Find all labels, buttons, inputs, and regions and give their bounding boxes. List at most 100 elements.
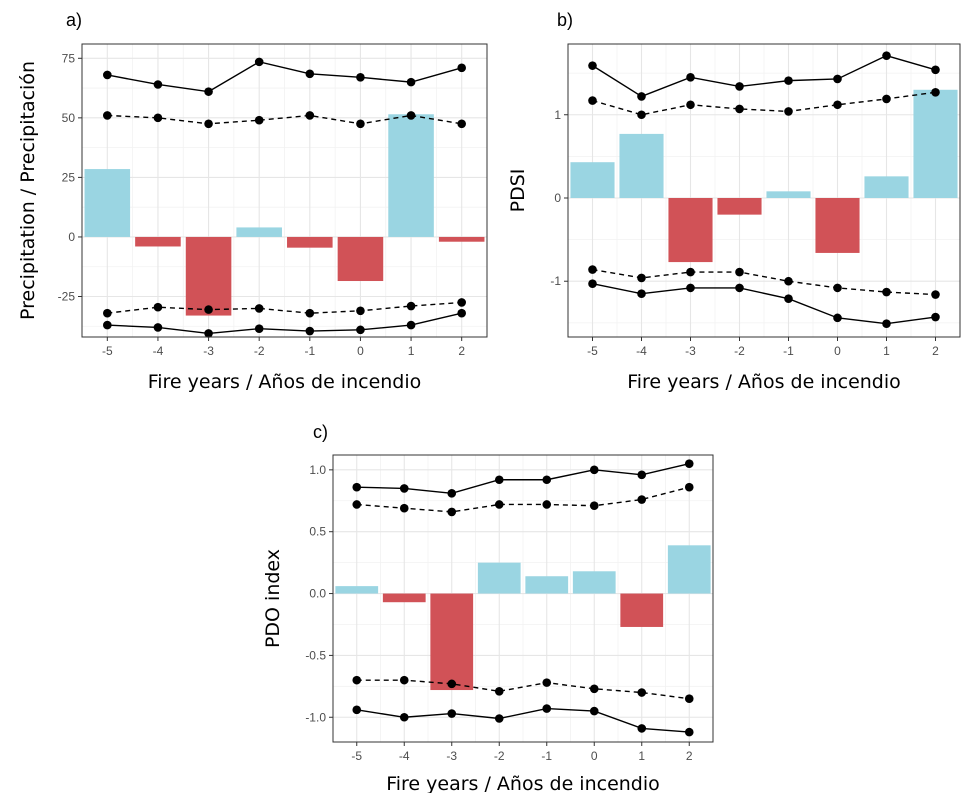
ci-point [457, 298, 466, 307]
panel-tag: b) [557, 10, 573, 30]
ci-point [637, 110, 646, 120]
x-tick-label: -5 [587, 344, 598, 358]
ci-point [686, 100, 695, 110]
ci-line-1-dashed [592, 91, 936, 116]
ci-line-0-solid [592, 54, 936, 98]
ci-point [204, 87, 213, 96]
ci-point [684, 459, 694, 468]
ci-point [542, 500, 552, 509]
ci-point [305, 111, 315, 120]
ci-point [153, 323, 163, 332]
ci-point [305, 308, 315, 318]
ci-line-3-solid [356, 707, 690, 733]
ci-point [494, 686, 504, 696]
bar--2 [717, 197, 762, 215]
ci-point [684, 482, 694, 492]
ci-point [457, 308, 466, 318]
ci-point [305, 326, 315, 336]
ci-point [153, 302, 163, 312]
ci-point [686, 72, 695, 82]
panel-border [332, 454, 714, 743]
ci-point [588, 265, 597, 274]
bar-2 [438, 236, 485, 242]
ci-point [931, 312, 940, 322]
ci-point [684, 694, 694, 704]
ci-point [637, 289, 646, 299]
ci-point [153, 113, 163, 123]
ci-point [684, 727, 694, 737]
x-tick-label: -5 [102, 344, 113, 358]
ci-point [882, 319, 891, 328]
y-tick-label: 0 [554, 191, 561, 205]
x-tick-label: 2 [458, 344, 465, 358]
x-tick-label: -3 [446, 749, 457, 763]
ci-line-2-dashed [592, 268, 936, 296]
bar-2 [667, 545, 711, 594]
ci-point [542, 704, 552, 713]
y-tick-label: 25 [62, 170, 76, 184]
bar--3 [430, 593, 474, 691]
ci-point [103, 320, 112, 330]
bar--1 [766, 191, 811, 198]
bar--3 [668, 197, 713, 263]
ci-point [103, 308, 112, 318]
x-tick-label: -4 [399, 749, 410, 763]
ci-point [589, 706, 599, 716]
y-axis-title: PDO index [262, 549, 284, 648]
ci-point [356, 306, 365, 316]
ci-point [784, 276, 793, 286]
bar--1 [287, 236, 333, 248]
ci-point [637, 688, 647, 697]
ci-point [637, 495, 647, 504]
bar--2 [477, 562, 521, 594]
ci-point [589, 501, 599, 511]
ci-point [356, 119, 365, 129]
x-tick-label: -1 [541, 749, 552, 763]
panel-a: -25 0 25 50 75 -5 -4 -3 -2 -1 0 1 2 Fire years / Años… [17, 10, 488, 393]
ci-point [882, 287, 891, 297]
x-tick-label: -2 [254, 344, 265, 358]
ci-point [305, 69, 315, 79]
ci-point [494, 714, 504, 723]
ci-point [352, 705, 362, 715]
x-tick-label: -3 [685, 344, 696, 358]
ci-point [494, 475, 504, 485]
x-tick-label: -1 [304, 344, 315, 358]
y-tick-label: 50 [62, 111, 76, 125]
ci-point [542, 475, 552, 485]
ci-point [447, 709, 457, 718]
ci-point [447, 507, 457, 517]
x-tick-label: 2 [686, 749, 693, 763]
ci-point [254, 324, 264, 333]
y-tick-label: 1 [554, 108, 561, 122]
ci-line-3-solid [107, 312, 462, 335]
ci-point [399, 712, 409, 722]
ci-point [204, 305, 213, 314]
ci-line-1-dashed [356, 486, 690, 513]
ci-point [735, 82, 744, 91]
x-tick-label: 0 [357, 344, 364, 358]
x-tick-label: -1 [783, 344, 794, 358]
ci-point [686, 283, 695, 293]
ci-point [833, 283, 842, 293]
x-tick-label: -4 [636, 344, 647, 358]
x-tick-label: 1 [638, 749, 645, 763]
bar--5 [84, 169, 131, 237]
bar-0 [572, 571, 616, 594]
y-tick-label: -25 [58, 290, 76, 304]
ci-point [833, 100, 842, 110]
x-axis-title: Fire years / Años de incendio [148, 371, 422, 393]
bar--5 [335, 586, 379, 594]
y-tick-label: -1.0 [305, 710, 326, 724]
bar--4 [619, 133, 664, 198]
x-axis-title: Fire years / Años de incendio [386, 773, 660, 793]
ci-line-0-solid [107, 61, 462, 93]
y-tick-label: 0.0 [309, 587, 326, 601]
panel-tag: a) [66, 10, 82, 30]
ci-point [254, 57, 264, 67]
ci-point [931, 87, 940, 97]
ci-point [447, 679, 457, 689]
panel-tag: c) [313, 422, 328, 442]
ci-line-3-solid [592, 283, 936, 325]
bar-1 [388, 114, 434, 237]
